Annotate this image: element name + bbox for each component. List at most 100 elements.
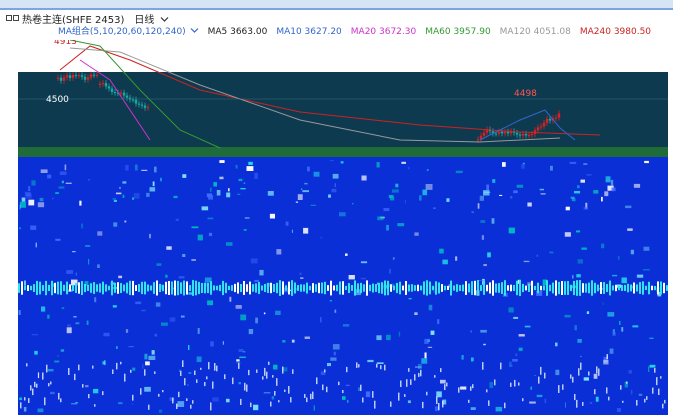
noise-artifact (178, 276, 185, 279)
noise-band-bar (414, 285, 416, 291)
noise-band-bar (537, 282, 539, 294)
noise-band-bar (372, 283, 374, 293)
noise-artifact (510, 382, 512, 387)
noise-artifact (206, 193, 212, 198)
candle-body (83, 76, 87, 80)
ma240-value: MA240 3980.50 (579, 27, 652, 37)
noise-band-bar (267, 283, 269, 293)
noise-artifact (75, 402, 79, 404)
noise-artifact (103, 332, 110, 337)
noise-band-bar (144, 281, 146, 295)
kline-chart[interactable]: 4500 4913 4498 (0, 40, 673, 420)
noise-artifact (488, 400, 490, 406)
noise-artifact (596, 366, 598, 374)
noise-band-bar (381, 282, 383, 294)
noise-artifact (270, 401, 272, 407)
period-selector[interactable]: 日线 (134, 11, 168, 26)
noise-artifact (320, 237, 323, 239)
noise-band-bar (645, 285, 647, 291)
noise-band-bar (48, 284, 50, 291)
noise-artifact (246, 384, 248, 392)
noise-artifact (125, 165, 129, 171)
candle-body (74, 75, 78, 77)
noise-band-bar (378, 282, 380, 294)
noise-artifact (433, 207, 436, 209)
noise-artifact (408, 368, 410, 372)
noise-band-bar (195, 280, 197, 296)
candle-body (527, 135, 531, 137)
noise-artifact (620, 385, 622, 390)
noise-artifact (438, 403, 440, 410)
candle-body (137, 103, 141, 105)
noise-band-bar (402, 285, 404, 291)
noise-artifact (630, 249, 634, 255)
noise-artifact (572, 275, 574, 279)
noise-artifact (346, 366, 348, 373)
noise-artifact (31, 334, 38, 336)
noise-artifact (178, 369, 182, 372)
noise-artifact (487, 252, 491, 258)
noise-band-bar (408, 284, 410, 292)
noise-artifact (502, 162, 506, 167)
noise-band-bar (324, 281, 326, 295)
noise-band-bar (384, 280, 386, 296)
noise-artifact (486, 389, 488, 393)
noise-artifact (448, 284, 451, 288)
noise-artifact (212, 381, 214, 389)
noise-artifact (398, 331, 401, 337)
noise-artifact (644, 398, 646, 403)
noise-artifact (34, 381, 36, 388)
noise-band-bar (612, 285, 614, 291)
noise-artifact (110, 282, 116, 285)
noise-artifact (362, 397, 364, 403)
noise-artifact (388, 195, 394, 198)
noise-artifact (656, 377, 658, 386)
noise-artifact (324, 369, 326, 373)
noise-band-bar (165, 281, 167, 295)
candle-body (494, 133, 498, 135)
noise-band-bar (531, 280, 533, 296)
noise-band-bar (606, 284, 608, 292)
noise-artifact (31, 180, 36, 186)
noise-artifact (187, 384, 189, 386)
ma-group-selector[interactable]: MA组合(5,10,20,60,120,240) (58, 25, 199, 39)
noise-band-bar (225, 282, 227, 294)
noise-artifact (322, 384, 324, 391)
noise-artifact (34, 350, 38, 355)
noise-artifact (236, 362, 241, 364)
noise-artifact (312, 391, 314, 399)
noise-band-bar (468, 283, 470, 293)
noise-band-bar (363, 284, 365, 292)
noise-artifact (59, 171, 67, 175)
noise-artifact (524, 325, 531, 328)
noise-artifact (254, 279, 259, 282)
noise-artifact (92, 365, 94, 369)
noise-artifact (339, 212, 346, 217)
noise-artifact (660, 376, 662, 379)
noise-artifact (649, 364, 656, 368)
noise-artifact (304, 336, 310, 339)
noise-band-bar (150, 285, 152, 291)
noise-band-bar (96, 284, 98, 292)
noise-artifact (313, 171, 320, 177)
noise-artifact (204, 277, 212, 283)
candle-body (113, 92, 117, 94)
noise-artifact (35, 242, 37, 248)
noise-artifact (201, 206, 209, 211)
noise-band-bar (237, 282, 239, 294)
noise-band-bar (261, 285, 263, 291)
candle-body (536, 127, 540, 131)
noise-artifact (333, 351, 336, 356)
noise-artifact (662, 403, 664, 409)
noise-artifact (374, 400, 376, 409)
noise-artifact (358, 364, 360, 368)
noise-band-bar (243, 281, 245, 295)
noise-band-bar (39, 281, 41, 295)
noise-artifact (82, 384, 84, 388)
noise-artifact (406, 379, 408, 387)
noise-artifact (188, 292, 193, 295)
noise-artifact (492, 179, 496, 183)
noise-artifact (522, 162, 525, 165)
noise-artifact (39, 197, 44, 202)
noise-artifact (238, 178, 243, 182)
